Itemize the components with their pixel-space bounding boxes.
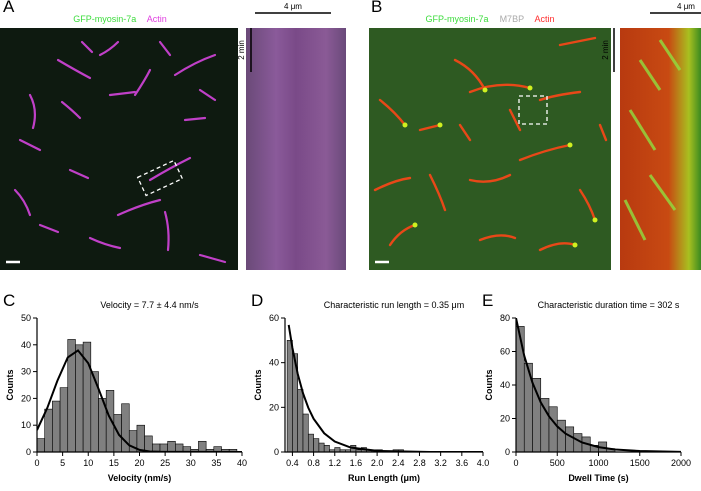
bar bbox=[297, 389, 304, 453]
y-tick-label: 0 bbox=[26, 447, 31, 457]
y-tick-label: 20 bbox=[500, 414, 510, 424]
bar bbox=[75, 344, 84, 453]
bar bbox=[556, 419, 566, 453]
bar bbox=[532, 377, 542, 453]
panel-letter: B bbox=[371, 0, 382, 16]
bar bbox=[318, 442, 325, 453]
kymograph-b bbox=[620, 28, 701, 270]
fit-curve bbox=[516, 318, 681, 452]
label-part: & bbox=[524, 14, 535, 24]
bar bbox=[565, 426, 575, 453]
panel-letter: D bbox=[251, 291, 263, 310]
scale-label: 2 min bbox=[237, 40, 246, 60]
y-tick-label: 0 bbox=[274, 447, 279, 457]
y-axis-label: Counts bbox=[253, 370, 263, 401]
y-tick-label: 80 bbox=[500, 313, 510, 323]
bar bbox=[286, 340, 293, 453]
x-tick-label: 3.2 bbox=[434, 458, 447, 468]
x-tick-label: 20 bbox=[134, 458, 144, 468]
x-tick-label: 0.8 bbox=[307, 458, 320, 468]
panel-letter: C bbox=[3, 291, 15, 310]
bar bbox=[334, 447, 341, 453]
y-axis-label: Counts bbox=[484, 370, 494, 401]
x-tick-label: 1000 bbox=[588, 458, 608, 468]
label-part: M7BP bbox=[500, 14, 525, 24]
x-tick-label: 5 bbox=[60, 458, 65, 468]
y-tick-label: 20 bbox=[21, 393, 31, 403]
axis bbox=[284, 318, 483, 453]
x-tick-label: 1.2 bbox=[329, 458, 342, 468]
panel-letter: A bbox=[3, 0, 15, 16]
x-tick-label: 0.4 bbox=[286, 458, 299, 468]
x-axis-label: Velocity (nm/s) bbox=[108, 473, 172, 483]
bar bbox=[323, 444, 330, 453]
chart-title: Characteristic duration time = 302 s bbox=[538, 300, 680, 310]
x-tick-label: 2.8 bbox=[413, 458, 426, 468]
kymograph-a bbox=[246, 28, 346, 270]
bar bbox=[313, 438, 320, 453]
y-tick-label: 60 bbox=[500, 347, 510, 357]
x-tick-label: 0 bbox=[513, 458, 518, 468]
y-tick-label: 40 bbox=[21, 340, 31, 350]
x-tick-label: 40 bbox=[237, 458, 247, 468]
x-tick-label: 10 bbox=[83, 458, 93, 468]
x-tick-label: 1.6 bbox=[350, 458, 363, 468]
bar bbox=[302, 413, 309, 453]
panel-label: GFP-myosin-7a & Actin bbox=[73, 14, 167, 24]
x-tick-label: 30 bbox=[186, 458, 196, 468]
x-axis-label: Dwell Time (s) bbox=[568, 473, 628, 483]
y-tick-label: 30 bbox=[21, 367, 31, 377]
label-part: & bbox=[136, 14, 147, 24]
x-tick-label: 0 bbox=[34, 458, 39, 468]
bar bbox=[167, 440, 176, 453]
x-tick-label: 2.4 bbox=[392, 458, 405, 468]
bar bbox=[198, 440, 207, 453]
x-tick-label: 1500 bbox=[630, 458, 650, 468]
x-tick-label: 500 bbox=[550, 458, 565, 468]
x-tick-label: 35 bbox=[211, 458, 221, 468]
y-tick-label: 40 bbox=[500, 380, 510, 390]
scale-label: 2 min bbox=[601, 40, 610, 60]
bar bbox=[59, 387, 69, 453]
x-tick-label: 4.0 bbox=[477, 458, 490, 468]
bar bbox=[307, 433, 314, 453]
x-axis-label: Run Length (μm) bbox=[348, 473, 420, 483]
label-part: GFP-myosin-7a bbox=[426, 14, 489, 24]
y-tick-label: 0 bbox=[505, 447, 510, 457]
label-part: & bbox=[489, 14, 500, 24]
scale-label: 4 μm bbox=[677, 2, 695, 11]
micrograph-a bbox=[0, 28, 238, 270]
y-axis-label: Counts bbox=[5, 370, 15, 401]
y-tick-label: 40 bbox=[269, 358, 279, 368]
y-tick-label: 10 bbox=[21, 420, 31, 430]
bar bbox=[548, 406, 558, 453]
y-tick-label: 60 bbox=[269, 313, 279, 323]
x-tick-label: 3.6 bbox=[456, 458, 469, 468]
y-tick-label: 20 bbox=[269, 402, 279, 412]
bar bbox=[36, 438, 45, 453]
scale-label: 4 μm bbox=[284, 2, 302, 11]
bar bbox=[515, 326, 525, 453]
label-part: Actin bbox=[147, 14, 167, 24]
panel-letter: E bbox=[482, 291, 493, 310]
y-tick-label: 50 bbox=[21, 313, 31, 323]
bar bbox=[44, 408, 53, 453]
bar bbox=[144, 435, 153, 453]
chart-title: Velocity = 7.7 ± 4.4 nm/s bbox=[100, 300, 199, 310]
chart-title: Characteristic run length = 0.35 μm bbox=[324, 300, 465, 310]
bar bbox=[52, 400, 61, 453]
x-tick-label: 2.0 bbox=[371, 458, 384, 468]
panel-label: GFP-myosin-7a & M7BP & Actin bbox=[426, 14, 555, 24]
label-part: Actin bbox=[534, 14, 554, 24]
bar bbox=[136, 424, 145, 453]
fit-curve bbox=[287, 324, 483, 452]
micrograph-b bbox=[369, 28, 611, 270]
x-tick-label: 15 bbox=[109, 458, 119, 468]
label-part: GFP-myosin-7a bbox=[73, 14, 136, 24]
x-tick-label: 2000 bbox=[671, 458, 691, 468]
fit-curve bbox=[37, 349, 242, 452]
x-tick-label: 25 bbox=[160, 458, 170, 468]
